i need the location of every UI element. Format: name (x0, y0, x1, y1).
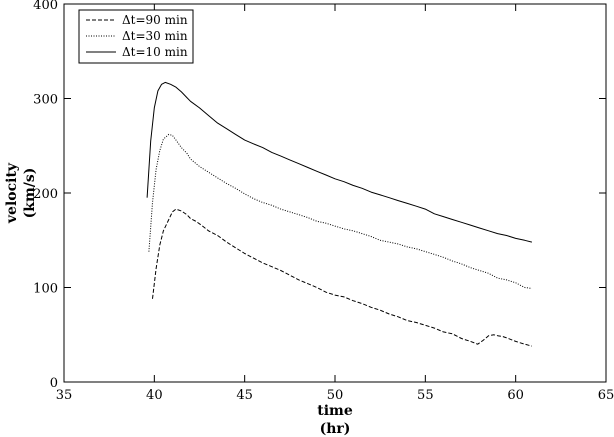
x-tick-label: 50 (327, 388, 344, 403)
x-tick-label: 55 (417, 388, 434, 403)
legend-label-10: Δt=10 min (122, 45, 188, 59)
y-axis-unit: (km/s) (22, 168, 38, 219)
y-tick-label: 100 (33, 282, 58, 297)
legend-label-90: Δt=90 min (122, 13, 188, 27)
x-tick-label: 60 (507, 388, 524, 403)
series-line-dashed (152, 208, 533, 347)
legend-box (78, 9, 194, 64)
x-tick-label: 35 (56, 388, 73, 403)
y-tick-label: 400 (33, 0, 58, 13)
x-tick-label: 65 (598, 388, 614, 403)
x-tick-label: 45 (236, 388, 253, 403)
legend-label-30: Δt=30 min (122, 29, 188, 43)
series-line-dotted (148, 133, 532, 289)
x-axis-unit: (hr) (320, 421, 351, 437)
series-line-solid (146, 81, 533, 243)
y-tick-label: 300 (33, 93, 58, 108)
x-tick-label: 40 (146, 388, 163, 403)
y-tick-label: 200 (33, 187, 58, 202)
y-axis-title: velocity (4, 162, 20, 224)
series-lines (146, 81, 533, 347)
legend: Δt=90 min Δt=30 min Δt=10 min (78, 9, 194, 64)
axis-ticks: 35 40 45 50 55 60 65 0 100 200 300 400 (33, 0, 614, 403)
y-tick-label: 0 (50, 376, 58, 391)
x-axis-title: time (317, 403, 353, 419)
